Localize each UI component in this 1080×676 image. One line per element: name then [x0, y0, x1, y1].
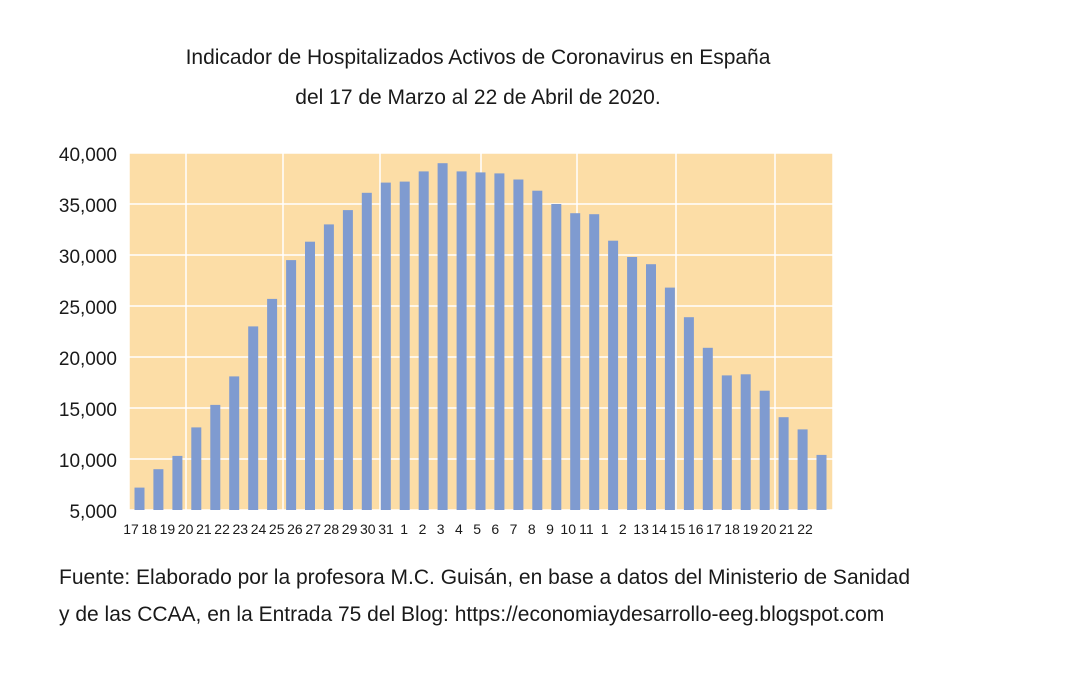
data-bar — [683, 317, 694, 510]
data-bar — [380, 182, 391, 510]
x-tick-label: 14 — [652, 521, 668, 537]
source-note-line2: y de las CCAA, en la Entrada 75 del Blog… — [59, 603, 885, 626]
x-tick-label: 27 — [305, 521, 321, 537]
data-bar — [418, 171, 429, 510]
data-bar — [589, 214, 600, 510]
data-bar — [229, 376, 240, 510]
x-tick-label: 30 — [360, 521, 376, 537]
data-bar — [646, 264, 656, 510]
x-tick-label: 16 — [688, 521, 704, 537]
x-tick-label: 10 — [560, 521, 576, 537]
y-tick-label: 5,000 — [69, 502, 117, 523]
x-tick-label: 25 — [269, 521, 285, 537]
data-bar — [816, 454, 827, 510]
data-bar — [608, 240, 619, 510]
y-tick-label: 40,000 — [59, 145, 117, 166]
data-bar — [286, 260, 297, 510]
data-bar — [361, 192, 372, 511]
data-bar — [210, 404, 221, 510]
data-bar — [627, 257, 638, 510]
y-tick-label: 20,000 — [59, 349, 117, 370]
data-bar — [494, 173, 505, 510]
x-tick-label: 22 — [797, 521, 813, 537]
x-tick-label: 17 — [706, 521, 722, 537]
x-tick-label: 29 — [342, 521, 358, 537]
source-note-line1: Fuente: Elaborado por la profesora M.C. … — [59, 566, 911, 589]
data-bar — [191, 427, 202, 510]
data-bar — [153, 469, 164, 510]
chart-title-line1: Indicador de Hospitalizados Activos de C… — [185, 46, 771, 69]
x-tick-label: 2 — [419, 521, 427, 537]
x-tick-label: 5 — [473, 521, 481, 537]
x-tick-label: 19 — [160, 521, 176, 537]
x-tick-label: 19 — [743, 521, 759, 537]
data-bar — [532, 190, 543, 510]
x-tick-label: 13 — [633, 521, 649, 537]
data-bar — [342, 210, 353, 510]
x-tick-label: 23 — [233, 521, 249, 537]
x-tick-label: 9 — [546, 521, 554, 537]
x-tick-label: 20 — [761, 521, 777, 537]
y-tick-label: 25,000 — [59, 298, 117, 319]
x-tick-label: 8 — [528, 521, 536, 537]
data-bar — [778, 417, 789, 510]
data-bar — [248, 326, 259, 510]
data-bar — [475, 172, 486, 510]
data-bar — [551, 204, 562, 510]
data-bar — [267, 298, 278, 510]
x-tick-label: 20 — [178, 521, 194, 537]
data-bar — [513, 179, 524, 510]
data-bar — [437, 163, 448, 510]
x-tick-label: 1 — [601, 521, 609, 537]
x-tick-label: 26 — [287, 521, 303, 537]
chart-title-line2: del 17 de Marzo al 22 de Abril de 2020. — [295, 86, 661, 109]
x-tick-label: 21 — [196, 521, 212, 537]
data-bar — [570, 213, 581, 510]
x-tick-label: 22 — [214, 521, 230, 537]
x-tick-label: 2 — [619, 521, 627, 537]
x-tick-label: 28 — [324, 521, 340, 537]
data-bar — [456, 171, 467, 510]
data-bar — [305, 241, 315, 510]
x-tick-label: 4 — [455, 521, 463, 537]
y-tick-label: 35,000 — [59, 196, 117, 217]
data-bar — [797, 429, 808, 510]
data-bar — [664, 287, 675, 510]
data-bar — [759, 390, 770, 510]
x-tick-label: 7 — [510, 521, 518, 537]
data-bar — [740, 374, 751, 510]
data-bar — [721, 375, 732, 510]
x-tick-label: 31 — [378, 521, 394, 537]
x-tick-label: 17 — [123, 521, 139, 537]
data-bar — [702, 347, 713, 510]
data-bar — [323, 224, 334, 510]
x-tick-label: 1 — [400, 521, 408, 537]
x-tick-label: 11 — [579, 521, 594, 537]
data-bar — [134, 487, 145, 510]
y-tick-label: 30,000 — [59, 247, 117, 268]
x-tick-label: 15 — [670, 521, 686, 537]
x-tick-label: 3 — [437, 521, 445, 537]
x-tick-label: 24 — [251, 521, 267, 537]
x-tick-label: 18 — [141, 521, 157, 537]
y-tick-label: 10,000 — [59, 451, 117, 472]
y-tick-label: 15,000 — [59, 400, 117, 421]
data-bar — [172, 455, 183, 510]
x-tick-label: 21 — [779, 521, 795, 537]
x-tick-label: 18 — [724, 521, 740, 537]
data-bar — [399, 181, 410, 510]
x-tick-label: 6 — [491, 521, 499, 537]
